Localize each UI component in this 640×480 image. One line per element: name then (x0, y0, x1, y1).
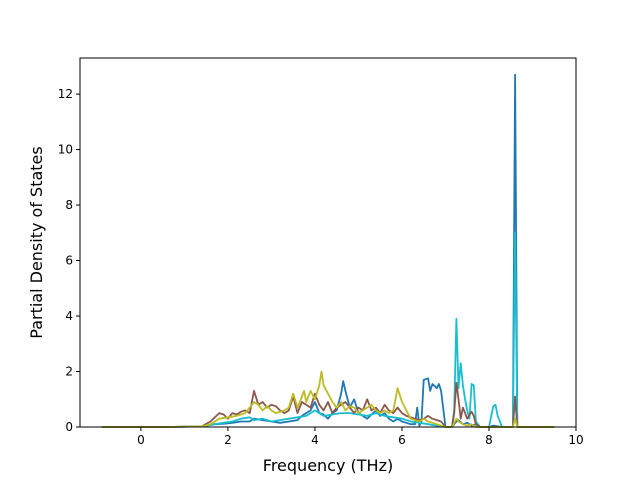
x-tick-label: 8 (485, 433, 493, 447)
x-tick-label: 4 (311, 433, 319, 447)
y-axis-ticks: 0 2 4 6 8 10 12 (58, 87, 80, 434)
x-axis-label: Frequency (THz) (263, 456, 393, 475)
plot-frame (79, 57, 577, 428)
y-tick-label: 6 (65, 254, 73, 268)
x-axis-ticks: 0 2 4 6 8 10 (137, 427, 584, 447)
y-tick-label: 4 (65, 309, 73, 323)
series-line-3 (101, 381, 555, 428)
y-tick-label: 10 (58, 143, 73, 157)
y-tick-label: 8 (65, 198, 73, 212)
x-tick-label: 0 (137, 433, 145, 447)
x-tick-label: 6 (398, 433, 406, 447)
series-line-2 (101, 231, 555, 428)
y-tick-label: 12 (58, 87, 73, 101)
x-tick-label: 2 (224, 433, 232, 447)
y-axis-label: Partial Density of States (27, 146, 46, 338)
series-layer (101, 73, 555, 428)
y-tick-label: 0 (65, 420, 73, 434)
series-line-4 (101, 370, 555, 428)
x-tick-label: 10 (568, 433, 583, 447)
series-line-1 (101, 73, 555, 428)
y-tick-label: 2 (65, 365, 73, 379)
